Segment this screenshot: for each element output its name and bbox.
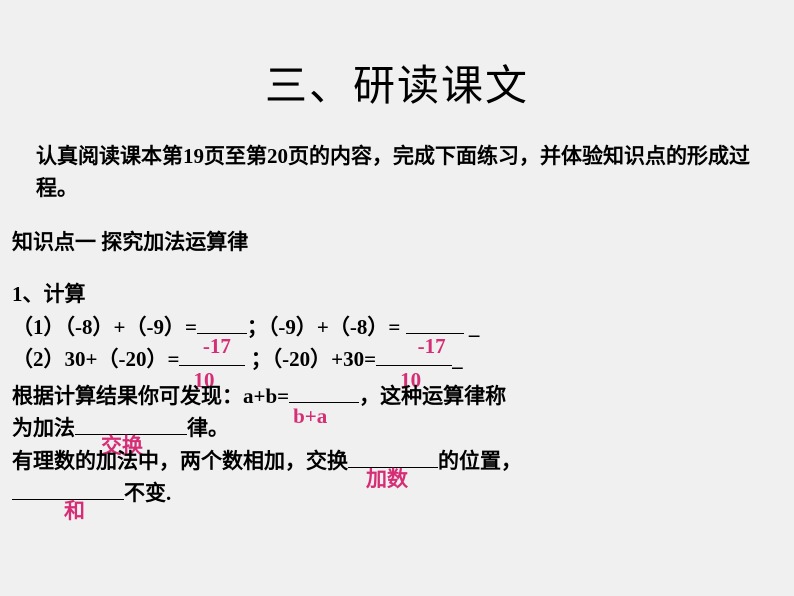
blank-1: -17 bbox=[197, 333, 247, 334]
blank-8: 和 bbox=[12, 499, 124, 500]
eq1-part2: ；（-9）+（-8）= bbox=[247, 315, 400, 339]
problem-label: 1、计算 bbox=[12, 278, 782, 311]
sum3-part1: 有理数的加法中，两个数相加，交换 bbox=[12, 449, 348, 473]
content-area: 1、计算 （1）（-8）+（-9）=-17；（-9）+（-8）= -17 _ （… bbox=[0, 256, 794, 510]
sum2-part1: 为加法 bbox=[12, 416, 75, 440]
eq2-part1: （2）30+（-20）= bbox=[12, 347, 179, 371]
blank-2: -17 bbox=[406, 333, 464, 334]
equation-line-2: （2）30+（-20）=10 ；（-20）+30=10_ bbox=[12, 343, 782, 376]
summary-line-4: 和不变. bbox=[12, 477, 782, 510]
blank-5: b+a bbox=[289, 402, 359, 403]
sum1-part1: 根据计算结果你可发现：a+b= bbox=[12, 384, 289, 408]
eq2-part3: _ bbox=[452, 347, 463, 371]
summary-line-1: 根据计算结果你可发现：a+b=b+a，这种运算律称 bbox=[12, 380, 782, 413]
eq1-part1: （1）（-8）+（-9）= bbox=[12, 315, 197, 339]
sum4-part2: 不变. bbox=[124, 481, 171, 505]
equation-line-1: （1）（-8）+（-9）=-17；（-9）+（-8）= -17 _ bbox=[12, 311, 782, 344]
blank-6: 交换 bbox=[75, 434, 187, 435]
instruction-text: 认真阅读课本第19页至第20页的内容，完成下面练习，并体验知识点的形成过程。 bbox=[0, 113, 794, 204]
section-header: 知识点一 探究加法运算律 bbox=[0, 204, 794, 256]
answer-8: 和 bbox=[64, 495, 85, 528]
sum1-part2: ，这种运算律称 bbox=[359, 384, 506, 408]
summary-line-3: 有理数的加法中，两个数相加，交换加数的位置， bbox=[12, 445, 782, 478]
blank-3: 10 bbox=[179, 365, 245, 366]
blank-7: 加数 bbox=[348, 467, 438, 468]
blank-4: 10 bbox=[376, 365, 452, 366]
eq2-part2: ；（-20）+30= bbox=[251, 347, 376, 371]
sum3-part2: 的位置， bbox=[438, 449, 522, 473]
summary-line-2: 为加法交换律。 bbox=[12, 412, 782, 445]
sum2-part2: 律。 bbox=[187, 416, 229, 440]
page-title: 三、研读课文 bbox=[0, 0, 794, 113]
eq1-part3: _ bbox=[464, 315, 480, 339]
